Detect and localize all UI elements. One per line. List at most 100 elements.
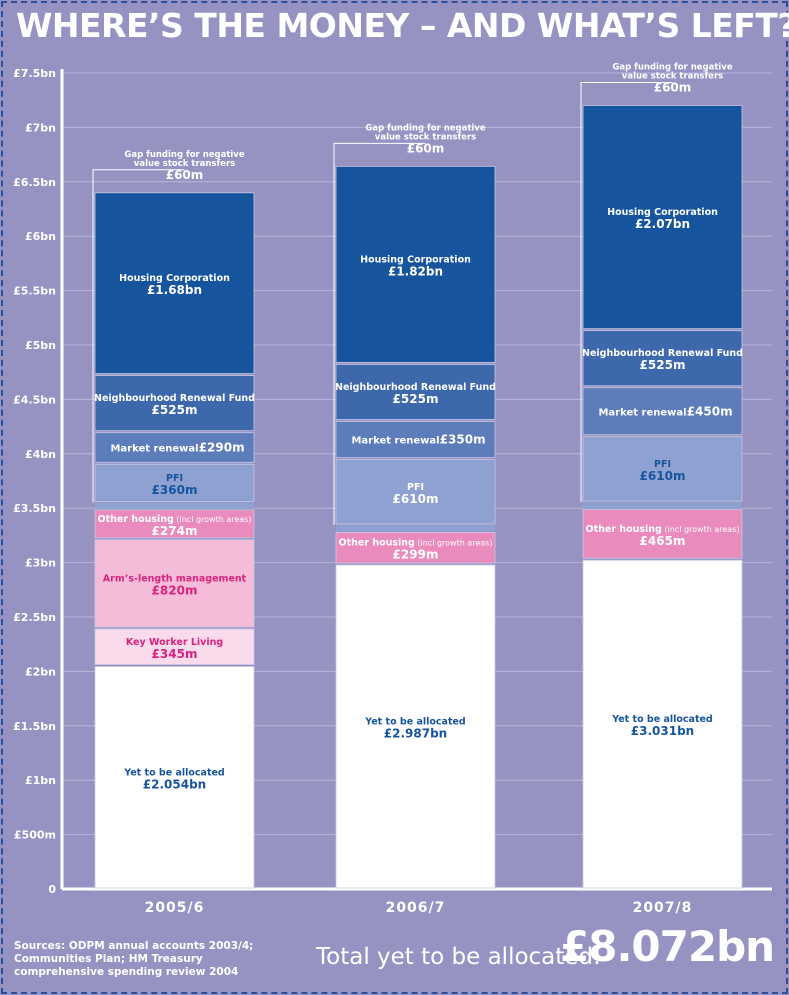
- gap-funding-label: Gap funding for negative: [124, 150, 244, 160]
- y-tick-label: £7.5bn: [13, 67, 56, 80]
- bar-segment-neighbourhood-renewal-fund: [582, 330, 743, 387]
- segment-label: PFI: [407, 482, 424, 493]
- bar-segment-gap: [336, 524, 495, 532]
- segment-name: Neighbourhood Renewal Fund: [582, 348, 743, 359]
- x-category-label: 2007/8: [633, 900, 693, 916]
- segment-label: Arm’s-length management: [103, 573, 247, 584]
- y-tick-label: £2.5bn: [13, 611, 56, 624]
- segment-value: £360m: [152, 483, 198, 497]
- segment-value: £525m: [152, 403, 198, 417]
- segment-name: Yet to be allocated: [364, 717, 466, 728]
- segment-name: PFI: [407, 482, 424, 493]
- segment-label: Neighbourhood Renewal Fund: [94, 393, 255, 404]
- segment-label: Other housing (incl growth areas): [339, 538, 493, 549]
- segment-value: £465m: [640, 534, 686, 548]
- segment-value: £525m: [640, 358, 686, 372]
- sources-note: Sources: ODPM annual accounts 2003/4; Co…: [14, 940, 254, 978]
- segment-value: £290m: [199, 440, 245, 454]
- segment-value: £610m: [393, 492, 439, 506]
- segment-value: £2.054bn: [143, 777, 206, 791]
- segment-label: Other housing (incl growth areas): [98, 514, 252, 525]
- bar-segment-gap: [95, 502, 254, 509]
- y-tick-label: £2bn: [25, 665, 56, 678]
- bar-segment-other-housing: [94, 509, 255, 539]
- bar-segment-market-renewal: [335, 421, 496, 458]
- y-tick-label: £500m: [14, 829, 56, 842]
- segment-value: £3.031bn: [631, 724, 694, 738]
- bar-segment-other-housing: [335, 532, 496, 564]
- bar-segment-yet-to-be-allocated: [335, 564, 496, 889]
- y-tick-label: £1bn: [25, 774, 56, 787]
- segment-name: PFI: [166, 473, 183, 484]
- segment-name: Housing Corporation: [360, 254, 471, 265]
- y-tick-label: £4bn: [25, 448, 56, 461]
- y-tick-label: £5.5bn: [13, 285, 56, 298]
- total-value: £8.072bn: [560, 922, 775, 971]
- segment-name: Arm’s-length management: [103, 573, 247, 584]
- bar-segment-pfi: [335, 459, 496, 525]
- bar-segment-gap: [583, 502, 742, 509]
- x-category-label: 2006/7: [386, 900, 446, 916]
- segment-name: Yet to be allocated: [123, 767, 225, 778]
- bar-segment-neighbourhood-renewal-fund: [335, 363, 496, 420]
- segment-label: Housing Corporation: [607, 207, 718, 218]
- segment-label: PFI: [654, 459, 671, 470]
- bar-segment-market-renewal: [94, 432, 255, 463]
- segment-name: Neighbourhood Renewal Fund: [94, 393, 255, 404]
- gap-funding-value: £60m: [407, 141, 445, 155]
- segment-value: £2.987bn: [384, 727, 447, 741]
- segment-label: Market renewal: [351, 436, 439, 447]
- bar-segment-key-worker-living: [94, 628, 255, 665]
- segment-value: £274m: [152, 524, 198, 538]
- segment-name-suffix: (incl growth areas): [174, 515, 252, 524]
- gap-funding-leader-line: [580, 81, 673, 503]
- gap-funding-value: £60m: [166, 168, 204, 182]
- gap-funding-leader-line: [333, 142, 426, 525]
- segment-name: Housing Corporation: [607, 207, 718, 218]
- segment-value: £350m: [440, 433, 486, 447]
- segment-name: Housing Corporation: [119, 273, 230, 284]
- gap-funding-label: Gap funding for negative: [365, 123, 485, 133]
- segment-value: £299m: [393, 548, 439, 562]
- bar-segment-yet-to-be-allocated: [582, 559, 743, 889]
- gap-funding-label: Gap funding for negative: [612, 62, 732, 72]
- segment-name: PFI: [654, 459, 671, 470]
- segment-name: Yet to be allocated: [611, 714, 713, 725]
- gap-funding-leader-line: [92, 169, 185, 503]
- segment-name-suffix: (incl growth areas): [662, 525, 740, 534]
- segment-value: £820m: [152, 583, 198, 597]
- segment-label: Key Worker Living: [126, 637, 223, 648]
- bar-segment-yet-to-be-allocated: [94, 666, 255, 889]
- bar-segment-arm-s-length-management: [94, 539, 255, 628]
- segment-label: Market renewal: [598, 407, 686, 418]
- y-tick-label: £4.5bn: [13, 393, 56, 406]
- segment-value: £610m: [640, 469, 686, 483]
- x-category-label: 2005/6: [145, 900, 205, 916]
- gap-funding-label: value stock transfers: [134, 159, 235, 169]
- y-tick-label: £3bn: [25, 557, 56, 570]
- segment-label: Yet to be allocated: [123, 767, 225, 778]
- y-tick-label: £5bn: [25, 339, 56, 352]
- bar-segment-neighbourhood-renewal-fund: [94, 375, 255, 432]
- bar-segment-other-housing: [582, 509, 743, 559]
- bar-segment-housing-corporation: [94, 192, 255, 374]
- segment-label: PFI: [166, 473, 183, 484]
- bar-segment-market-renewal: [582, 387, 743, 436]
- segment-label: Other housing (incl growth areas): [586, 524, 740, 535]
- segment-value: £345m: [152, 647, 198, 661]
- segment-value: £1.68bn: [147, 283, 202, 297]
- segment-label: Market renewal: [110, 443, 198, 454]
- segment-name: Key Worker Living: [126, 637, 223, 648]
- bar-segment-pfi: [94, 463, 255, 502]
- segment-label: Yet to be allocated: [611, 714, 713, 725]
- bar-segment-housing-corporation: [335, 165, 496, 363]
- bar-segment-housing-corporation: [582, 105, 743, 330]
- segment-label: Housing Corporation: [360, 254, 471, 265]
- segment-name: Other housing: [339, 538, 415, 549]
- segment-name: Other housing: [586, 524, 662, 535]
- segment-name: Other housing: [98, 514, 174, 525]
- segment-label: Yet to be allocated: [364, 717, 466, 728]
- total-label: Total yet to be allocated:: [316, 944, 601, 970]
